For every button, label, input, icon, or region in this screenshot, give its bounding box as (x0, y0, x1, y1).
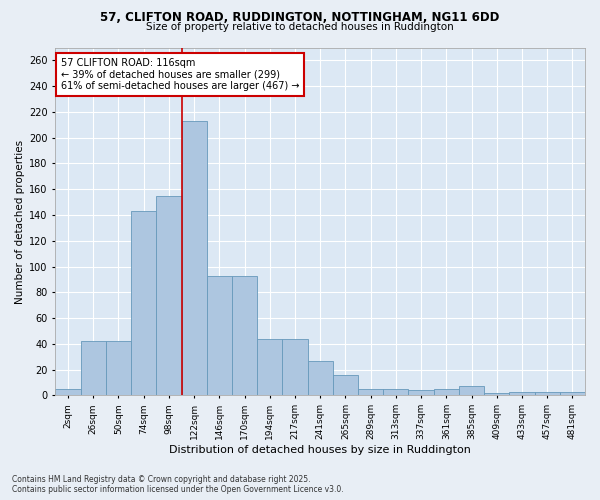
Bar (308, 360, 333, 396)
Bar (182, 121, 207, 396)
Bar (80, 342, 106, 396)
Bar (383, 389, 409, 396)
Bar (232, 276, 257, 396)
Bar (55, 389, 80, 396)
Text: 57 CLIFTON ROAD: 116sqm
← 39% of detached houses are smaller (299)
61% of semi-d: 57 CLIFTON ROAD: 116sqm ← 39% of detache… (61, 58, 299, 91)
Bar (257, 338, 283, 396)
Bar (535, 392, 560, 396)
Bar (358, 389, 383, 396)
Bar (283, 338, 308, 396)
Bar (207, 276, 232, 396)
Bar (459, 386, 484, 396)
Text: 57, CLIFTON ROAD, RUDDINGTON, NOTTINGHAM, NG11 6DD: 57, CLIFTON ROAD, RUDDINGTON, NOTTINGHAM… (100, 11, 500, 24)
Bar (333, 375, 358, 396)
Y-axis label: Number of detached properties: Number of detached properties (15, 140, 25, 304)
Bar (131, 211, 157, 396)
Bar (409, 390, 434, 396)
Bar (106, 342, 131, 396)
Text: Size of property relative to detached houses in Ruddington: Size of property relative to detached ho… (146, 22, 454, 32)
Text: Contains HM Land Registry data © Crown copyright and database right 2025.
Contai: Contains HM Land Registry data © Crown c… (12, 474, 344, 494)
Bar (560, 392, 585, 396)
Bar (509, 392, 535, 396)
X-axis label: Distribution of detached houses by size in Ruddington: Distribution of detached houses by size … (169, 445, 471, 455)
Bar (484, 393, 509, 396)
Bar (157, 196, 182, 396)
Bar (434, 389, 459, 396)
